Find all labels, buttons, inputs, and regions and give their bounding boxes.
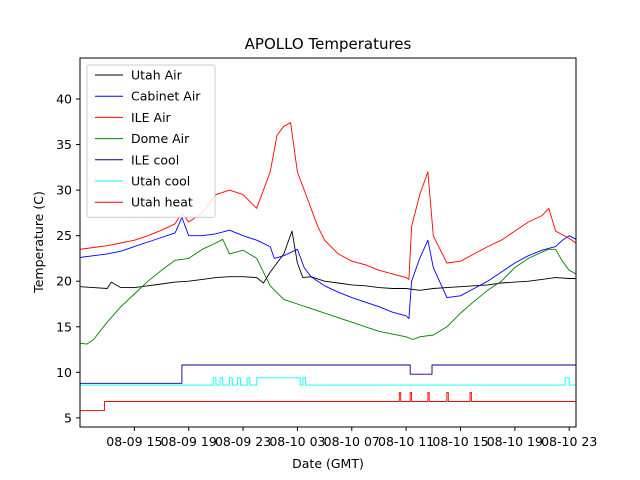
y-tick-label: 25 [56,228,72,243]
chart-title: APOLLO Temperatures [245,35,412,53]
y-tick-label: 15 [56,319,72,334]
series-line-ile-air [79,122,577,280]
legend-label: ILE Air [131,110,172,125]
legend-label: Utah cool [131,174,190,189]
y-tick-label: 30 [56,183,72,198]
x-tick-label: 08-09 23 [215,434,271,449]
series-line-dome-air [79,238,577,345]
legend-label: Dome Air [131,131,190,146]
legend-label: ILE cool [131,152,179,167]
legend-label: Cabinet Air [131,89,201,104]
x-tick-label: 08-09 19 [161,434,217,449]
x-axis-label: Date (GMT) [292,456,364,471]
x-tick-label: 08-10 07 [324,434,380,449]
y-tick-label: 40 [56,92,72,107]
legend-label: Utah Air [131,68,183,83]
y-tick-label: 5 [64,410,72,425]
x-tick-label: 08-10 03 [269,434,325,449]
series-layer [79,122,577,412]
series-line-ile-cool [80,364,576,384]
legend-box [86,64,216,218]
legend: Utah Air Cabinet Air ILE Air Dome Air ILE co… [86,64,216,218]
y-axis-label: Temperature (C) [31,191,46,294]
plot-frame [79,57,577,428]
x-tick-label: 08-10 19 [487,434,543,449]
series-line-cabinet-air [79,216,577,320]
y-tick-label: 10 [56,365,72,380]
y-tick-label: 20 [56,274,72,289]
x-tick-label: 08-10 23 [541,434,597,449]
series-line-utah-air [79,230,576,291]
series-line-utah-cool [80,377,576,386]
series-line-utah-heat [80,391,576,412]
x-tick-label: 08-10 11 [378,434,434,449]
legend-label: Utah heat [131,195,193,210]
x-tick-label: 08-10 15 [432,434,488,449]
y-tick-label: 35 [56,137,72,152]
y-ticks: 5 10 15 20 25 30 35 40 [56,92,80,425]
x-tick-label: 08-09 15 [106,434,162,449]
